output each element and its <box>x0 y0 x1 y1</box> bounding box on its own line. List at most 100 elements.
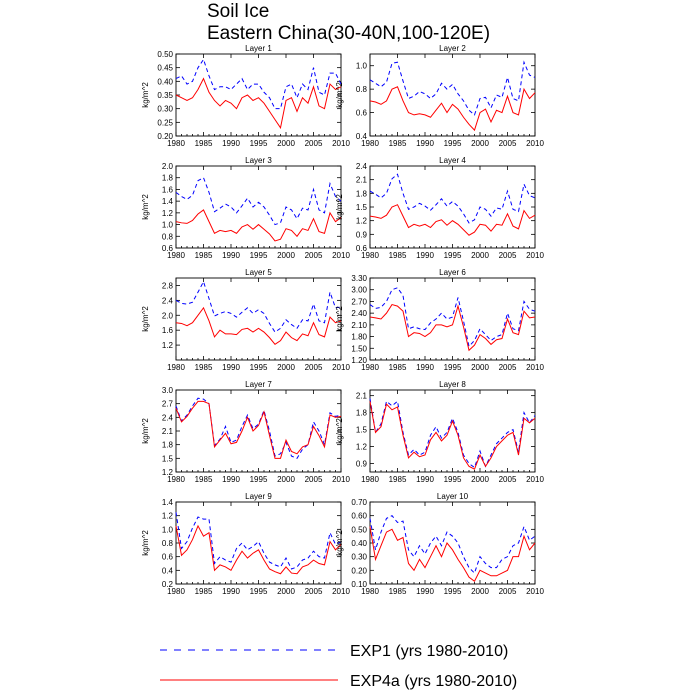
plot-frame-layer-6 <box>369 277 536 361</box>
panel-layer-3: Layer 3 kg/m^2 1980 1985 1990 1995 2000 2005 201… <box>141 156 350 260</box>
legend-label-exp1: EXP1 (yrs 1980-2010) <box>350 643 508 660</box>
y-tick-label: 1.0 <box>356 62 368 71</box>
y-tick-label: 1.4 <box>162 498 174 507</box>
y-tick-label: 2.4 <box>162 296 174 305</box>
x-tick-label: 1995 <box>444 363 462 372</box>
y-tick-label: 1.2 <box>162 341 174 350</box>
y-tick-label: 1.2 <box>162 512 174 521</box>
y-tick-label: 1.8 <box>162 441 174 450</box>
y-tick-label: 1.5 <box>356 426 368 435</box>
y-tick-label: 2.40 <box>351 309 367 318</box>
series-line-exp4a-layer-7 <box>175 400 342 459</box>
series-line-exp1-layer-9 <box>175 512 342 570</box>
x-tick-label: 1990 <box>416 363 434 372</box>
x-tick-label: 1980 <box>361 475 379 484</box>
y-tick-label: 3.30 <box>351 274 367 283</box>
y-tick-label: 2.8 <box>162 281 174 290</box>
x-tick-label: 1995 <box>250 139 268 148</box>
x-tick-label: 2000 <box>471 139 489 148</box>
x-tick-label: 1995 <box>250 251 268 260</box>
y-tick-label: 1.2 <box>356 443 368 452</box>
x-tick-label: 1985 <box>389 587 407 596</box>
x-tick-label: 1985 <box>389 251 407 260</box>
x-tick-label: 1990 <box>416 475 434 484</box>
x-tick-label: 2010 <box>526 587 544 596</box>
x-tick-label: 2000 <box>277 139 295 148</box>
y-tick-label: 0.50 <box>351 525 367 534</box>
series-line-exp4a-layer-10 <box>369 526 536 583</box>
series-line-exp1-layer-1 <box>175 58 342 110</box>
series-line-exp1-layer-2 <box>369 60 536 116</box>
y-tick-label: 2.0 <box>162 311 174 320</box>
panel-layer-5: Layer 5 kg/m^2 1980 1985 1990 1995 2000 2005 201… <box>141 268 350 372</box>
x-tick-label: 2000 <box>277 251 295 260</box>
plot-frame-layer-10 <box>369 501 536 585</box>
y-tick-label: 2.10 <box>351 321 367 330</box>
plot-frame-layer-5 <box>175 277 342 361</box>
x-tick-label: 1980 <box>361 587 379 596</box>
y-axis-label-layer-9: kg/m^2 <box>141 530 150 556</box>
x-tick-label: 1990 <box>416 139 434 148</box>
y-tick-label: 0.35 <box>157 91 173 100</box>
x-tick-label: 2000 <box>277 475 295 484</box>
panel-title-layer-2: Layer 2 <box>439 44 466 53</box>
y-tick-label: 0.60 <box>351 512 367 521</box>
panel-title-layer-4: Layer 4 <box>439 156 466 165</box>
x-tick-label: 2005 <box>499 251 517 260</box>
y-tick-label: 1.6 <box>162 185 174 194</box>
series-line-exp4a-layer-6 <box>369 303 536 352</box>
x-tick-label: 2010 <box>332 363 350 372</box>
series-line-exp4a-layer-3 <box>175 209 342 242</box>
y-tick-label: 0.70 <box>351 498 367 507</box>
x-tick-label: 1985 <box>195 139 213 148</box>
y-tick-label: 1.2 <box>162 209 174 218</box>
x-tick-label: 2010 <box>332 475 350 484</box>
plot-frame-layer-9 <box>175 501 342 585</box>
x-tick-label: 1985 <box>389 475 407 484</box>
x-tick-label: 1990 <box>222 363 240 372</box>
panel-title-layer-1: Layer 1 <box>245 44 272 53</box>
x-tick-label: 1990 <box>416 587 434 596</box>
x-tick-label: 2005 <box>499 139 517 148</box>
x-tick-label: 1995 <box>250 475 268 484</box>
series-line-exp4a-layer-5 <box>175 306 342 346</box>
y-tick-label: 0.45 <box>157 64 173 73</box>
x-tick-label: 2005 <box>499 363 517 372</box>
y-tick-label: 1.2 <box>356 217 368 226</box>
y-tick-label: 0.8 <box>162 539 174 548</box>
y-axis-label-layer-1: kg/m^2 <box>141 82 150 108</box>
y-tick-label: 2.1 <box>356 392 368 401</box>
x-tick-label: 2005 <box>499 475 517 484</box>
y-axis-label-layer-5: kg/m^2 <box>141 306 150 332</box>
y-tick-label: 0.50 <box>157 50 173 59</box>
y-tick-label: 0.8 <box>356 85 368 94</box>
y-tick-label: 2.4 <box>162 413 174 422</box>
y-tick-label: 0.20 <box>351 566 367 575</box>
figure-title-line-2: Eastern China(30-40N,100-120E) <box>207 23 490 44</box>
plot-frame-layer-8 <box>369 389 536 473</box>
panel-title-layer-9: Layer 9 <box>245 492 272 501</box>
y-tick-label: 0.6 <box>356 109 368 118</box>
y-tick-label: 0.2 <box>162 580 174 589</box>
x-tick-label: 1990 <box>222 251 240 260</box>
panel-layer-4: Layer 4 kg/m^2 1980 1985 1990 1995 2000 2005 201… <box>335 156 544 260</box>
y-tick-label: 1.8 <box>356 409 368 418</box>
x-tick-label: 2000 <box>277 587 295 596</box>
y-tick-label: 1.0 <box>162 525 174 534</box>
series-line-exp1-layer-10 <box>369 515 536 574</box>
y-tick-label: 1.5 <box>356 203 368 212</box>
y-tick-label: 0.10 <box>351 580 367 589</box>
x-tick-label: 1995 <box>250 363 268 372</box>
panel-title-layer-5: Layer 5 <box>245 268 272 277</box>
x-tick-label: 1985 <box>389 363 407 372</box>
y-tick-label: 1.80 <box>351 333 367 342</box>
x-tick-label: 1990 <box>416 251 434 260</box>
x-tick-label: 2010 <box>526 475 544 484</box>
x-tick-label: 2010 <box>526 363 544 372</box>
y-tick-label: 1.2 <box>162 468 174 477</box>
x-tick-label: 1995 <box>444 251 462 260</box>
plot-frame-layer-3 <box>175 165 342 249</box>
y-tick-label: 0.40 <box>157 77 173 86</box>
x-tick-label: 1995 <box>444 139 462 148</box>
